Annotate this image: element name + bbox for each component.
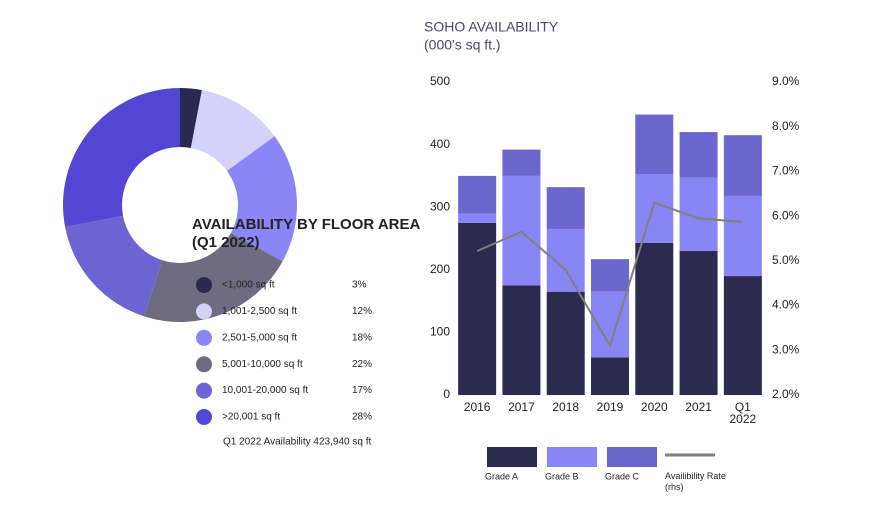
legend-swatch — [196, 409, 212, 425]
x-tick-label: 2017 — [508, 400, 535, 414]
legend-label: Grade C — [605, 471, 640, 481]
y-tick-label: 100 — [430, 325, 450, 339]
bar-segment — [723, 276, 762, 395]
donut-slice — [65, 215, 163, 317]
legend-label: 10,001-20,000 sq ft — [222, 385, 308, 396]
legend-swatch — [196, 356, 212, 373]
bar-segment — [502, 175, 541, 286]
legend-swatch — [196, 303, 212, 320]
bar-segment — [635, 174, 674, 243]
legend-label: 2,501-5,000 sq ft — [222, 332, 297, 343]
legend-label: <1,000 sq ft — [222, 280, 275, 291]
value-label: 12% — [352, 306, 372, 317]
y2-tick-label: 5.0% — [772, 253, 800, 267]
annotation: Q1 2022 Availability 423,940 sq ft — [223, 437, 371, 448]
legend-swatch — [607, 447, 657, 467]
legend-label: Grade A — [485, 471, 518, 481]
y-tick-label: 0 — [443, 387, 450, 401]
legend-swatch — [196, 382, 212, 399]
donut-subtitle: (Q1 2022) — [192, 234, 260, 251]
legend-swatch — [547, 447, 597, 467]
bar-segment — [591, 357, 629, 395]
value-label: 3% — [352, 280, 367, 291]
donut-slice — [190, 90, 275, 171]
y2-tick-label: 8.0% — [772, 119, 800, 133]
y2-tick-label: 9.0% — [772, 74, 800, 88]
bar-segment — [723, 135, 762, 196]
bar-subtitle: (000's sq ft.) — [424, 37, 501, 53]
bar-segment — [591, 259, 629, 292]
y2-tick-label: 2.0% — [772, 387, 800, 401]
value-label: 28% — [352, 412, 372, 423]
bar-segment — [502, 285, 541, 395]
y-tick-label: 300 — [430, 199, 450, 213]
y-tick-label: 400 — [430, 137, 450, 151]
bar-segment — [546, 291, 585, 395]
legend-label: >20,001 sq ft — [222, 412, 280, 423]
bar-segment — [723, 195, 762, 277]
donut-slice — [180, 88, 202, 149]
donut — [63, 88, 297, 322]
x-tick-label: 2016 — [464, 400, 491, 414]
legend-swatch — [196, 329, 212, 346]
rate-line — [476, 201, 743, 349]
x-tick-label: 2021 — [685, 400, 712, 414]
bar-segment — [635, 114, 674, 175]
legend-label: 5,001-10,000 sq ft — [222, 359, 303, 370]
bar-segment — [635, 242, 674, 395]
bar-segment — [458, 222, 497, 395]
x-tick-label: 2020 — [641, 400, 668, 414]
y2-tick-label: 4.0% — [772, 298, 800, 312]
y-tick-label: 200 — [430, 262, 450, 276]
donut-slice — [226, 136, 297, 262]
y2-tick-label: 6.0% — [772, 208, 800, 222]
bar-segment — [679, 251, 718, 395]
value-label: 22% — [352, 359, 372, 370]
bar-segment — [546, 187, 585, 230]
y-tick-label: 500 — [430, 74, 450, 88]
bar-segment — [458, 213, 497, 223]
bar-segment — [458, 175, 497, 214]
legend-label: 1,001-2,500 sq ft — [222, 306, 297, 317]
bar-segment — [679, 132, 718, 178]
x-tick-label: 2019 — [597, 400, 624, 414]
donut-slice — [143, 232, 283, 322]
legend-label: Grade B — [545, 471, 579, 481]
x-tick-label: Q1 2022 — [730, 400, 757, 426]
donut-slice — [63, 88, 180, 227]
x-tick-label: 2018 — [552, 400, 579, 414]
y2-tick-label: 3.0% — [772, 342, 800, 356]
y2-tick-label: 7.0% — [772, 164, 800, 178]
legend-label: Availibility Rate (rhs) — [665, 471, 726, 492]
bar-segment — [502, 149, 541, 176]
donut-title: AVAILABILITY BY FLOOR AREA — [192, 216, 421, 233]
legend-swatch — [487, 447, 537, 467]
bar-segment — [546, 229, 585, 292]
value-label: 17% — [352, 385, 372, 396]
value-label: 18% — [352, 332, 372, 343]
bar-title: SOHO AVAILABILITY — [424, 19, 559, 35]
legend-swatch — [196, 277, 212, 293]
